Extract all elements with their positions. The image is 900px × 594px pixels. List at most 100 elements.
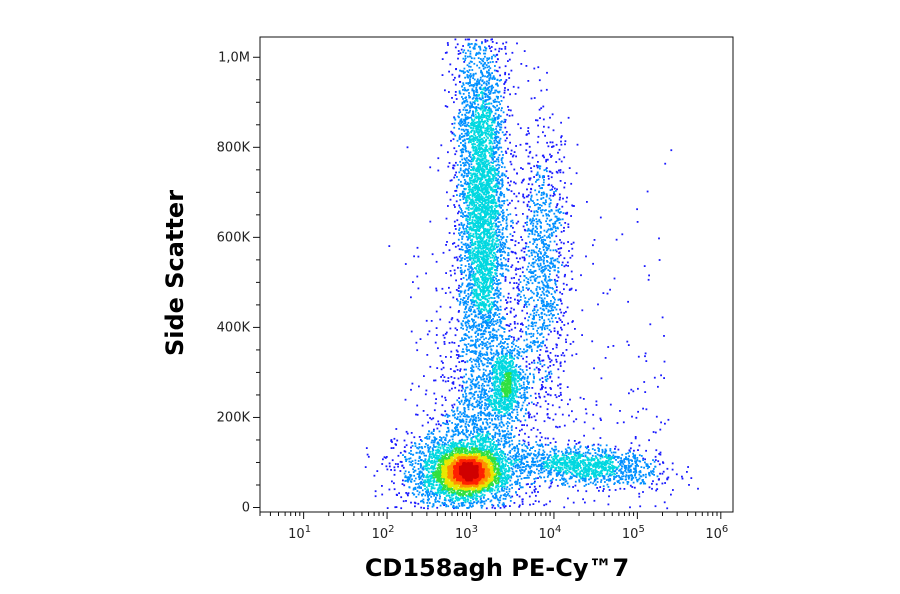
event-dot: [637, 410, 639, 413]
event-dot: [471, 328, 474, 331]
event-dot: [507, 292, 510, 295]
event-dot: [539, 264, 542, 267]
event-dot: [528, 233, 531, 235]
event-dot: [513, 420, 516, 422]
event-dot: [463, 61, 466, 63]
event-dot: [563, 275, 566, 278]
event-dot: [645, 476, 647, 479]
event-dot: [510, 467, 513, 469]
event-dot: [469, 359, 471, 361]
event-dot: [478, 400, 480, 403]
event-dot: [446, 241, 448, 243]
event-dot: [445, 443, 448, 446]
event-dot: [658, 463, 661, 466]
event-dot: [436, 427, 439, 430]
event-dot: [464, 192, 466, 195]
event-dot: [443, 343, 446, 345]
event-dot: [473, 501, 476, 503]
event-dot: [498, 228, 501, 231]
event-dot: [519, 470, 522, 473]
event-dot: [527, 281, 529, 284]
event-dot: [599, 216, 602, 219]
event-dot: [563, 506, 566, 509]
event-dot: [553, 191, 555, 193]
event-dot: [520, 454, 523, 457]
event-dot: [501, 353, 504, 355]
event-dot: [475, 97, 478, 99]
event-dot: [538, 250, 540, 252]
event-dot: [431, 253, 434, 256]
event-dot: [546, 158, 549, 161]
event-dot: [549, 279, 551, 282]
event-dot: [507, 477, 510, 480]
event-dot: [464, 307, 467, 309]
event-dot: [520, 355, 523, 358]
event-dot: [528, 262, 530, 265]
event-dot: [501, 263, 503, 266]
event-dot: [499, 342, 502, 345]
event-dot: [535, 435, 538, 438]
event-dot: [459, 169, 462, 172]
event-dot: [542, 249, 545, 251]
event-dot: [571, 321, 574, 323]
event-dot: [458, 135, 461, 138]
event-dot: [454, 428, 457, 430]
event-dot: [513, 231, 516, 233]
event-dot: [461, 246, 463, 248]
event-dot: [462, 213, 465, 216]
event-dot: [463, 145, 466, 148]
event-dot: [453, 434, 456, 436]
event-dot: [469, 82, 471, 84]
event-dot: [636, 480, 639, 483]
event-dot: [467, 170, 470, 173]
event-dot: [525, 338, 528, 341]
event-dot: [651, 473, 654, 475]
event-dot: [485, 427, 488, 430]
event-dot: [478, 324, 480, 327]
event-dot: [517, 406, 520, 409]
event-dot: [507, 177, 509, 179]
event-dot: [411, 460, 414, 462]
event-dot: [501, 251, 504, 253]
event-dot: [550, 257, 553, 260]
event-dot: [660, 421, 662, 424]
event-dot: [572, 340, 575, 343]
event-dot: [501, 131, 504, 134]
event-dot: [484, 402, 486, 405]
event-dot: [527, 383, 530, 385]
event-dot: [456, 258, 459, 261]
event-dot: [493, 140, 496, 142]
event-dot: [652, 468, 655, 470]
event-dot: [560, 121, 562, 124]
event-dot: [435, 260, 438, 263]
event-dot: [623, 461, 626, 463]
event-dot: [459, 340, 462, 342]
event-dot: [519, 281, 522, 283]
event-dot: [509, 450, 512, 452]
event-dot: [467, 88, 470, 91]
event-dot: [527, 436, 530, 438]
event-dot: [482, 422, 484, 425]
event-dot: [559, 361, 562, 364]
event-dot: [504, 251, 506, 254]
event-dot: [532, 461, 535, 464]
event-dot: [463, 49, 466, 52]
event-dot: [511, 349, 514, 352]
event-dot: [470, 385, 473, 388]
event-dot: [462, 144, 465, 147]
event-dot: [632, 452, 634, 455]
event-dot: [535, 218, 538, 220]
event-dot: [528, 453, 531, 456]
event-dot: [465, 168, 467, 171]
event-dot: [492, 99, 495, 102]
event-dot: [612, 345, 615, 347]
event-dot: [651, 487, 653, 490]
event-dot: [532, 227, 535, 230]
event-dot: [553, 193, 556, 196]
event-dot: [504, 505, 507, 507]
event-dot: [388, 245, 391, 247]
event-dot: [453, 242, 456, 244]
event-dot: [487, 357, 490, 359]
event-dot: [494, 151, 496, 154]
event-dot: [597, 443, 600, 446]
